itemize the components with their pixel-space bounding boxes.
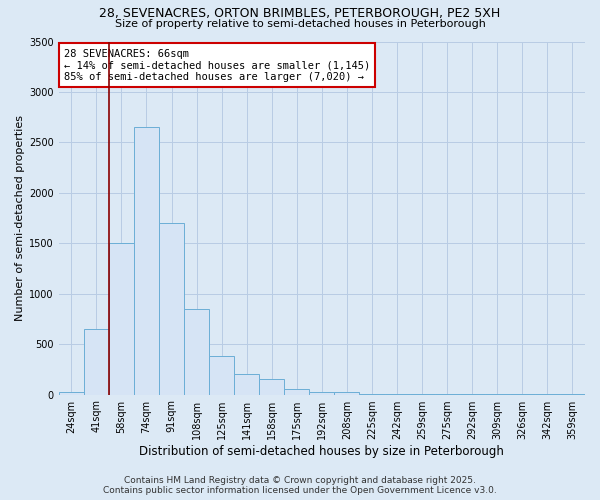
Text: 28 SEVENACRES: 66sqm
← 14% of semi-detached houses are smaller (1,145)
85% of se: 28 SEVENACRES: 66sqm ← 14% of semi-detac…: [64, 48, 370, 82]
Y-axis label: Number of semi-detached properties: Number of semi-detached properties: [15, 115, 25, 321]
Bar: [84, 329, 109, 394]
Bar: [310, 392, 334, 394]
Text: Contains HM Land Registry data © Crown copyright and database right 2025.
Contai: Contains HM Land Registry data © Crown c…: [103, 476, 497, 495]
Bar: [109, 244, 134, 394]
Bar: [334, 392, 359, 394]
Bar: [134, 127, 159, 394]
Bar: [159, 223, 184, 394]
Bar: [234, 374, 259, 394]
Bar: [59, 392, 84, 394]
Bar: [209, 356, 234, 395]
X-axis label: Distribution of semi-detached houses by size in Peterborough: Distribution of semi-detached houses by …: [139, 444, 505, 458]
Bar: [284, 388, 310, 394]
Bar: [259, 380, 284, 394]
Text: Size of property relative to semi-detached houses in Peterborough: Size of property relative to semi-detach…: [115, 19, 485, 29]
Text: 28, SEVENACRES, ORTON BRIMBLES, PETERBOROUGH, PE2 5XH: 28, SEVENACRES, ORTON BRIMBLES, PETERBOR…: [100, 8, 500, 20]
Bar: [184, 309, 209, 394]
